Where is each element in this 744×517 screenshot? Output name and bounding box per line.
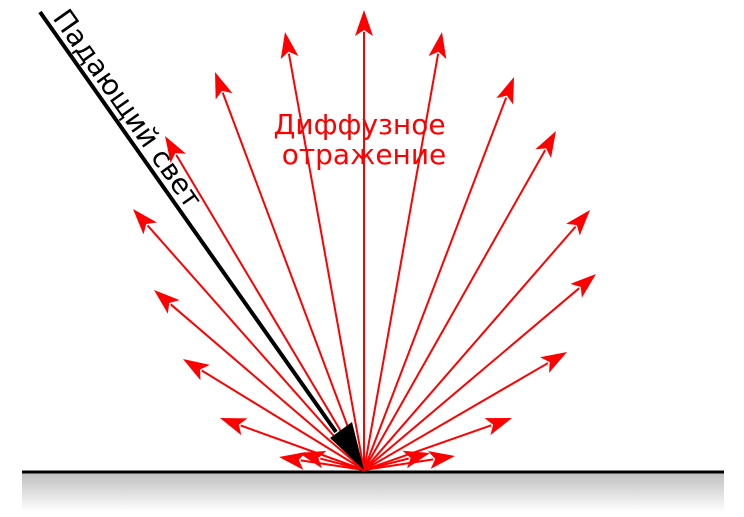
incident-light-label: Падающий свет [46,3,209,214]
reflected-ray-line [363,225,577,471]
reflected-ray-line [363,53,440,471]
reflected-ray-arrowhead [183,359,210,381]
diffuse-reflection-label: Диффузное отражение [274,108,455,171]
reflected-ray-arrowhead [154,290,180,314]
reflected-ray-line [221,92,365,471]
reflected-ray-arrowhead [535,131,556,159]
reflected-ray-line [170,303,365,471]
reflected-ray-line [363,149,547,471]
incident-ray [38,10,364,470]
reflected-ray-arrowhead [566,210,590,236]
reflected-ray-line [363,362,549,471]
reflected-ray-arrowhead [165,136,187,163]
reflected-ray-arrowhead [220,418,248,436]
reflected-ray-line [201,369,365,471]
reflected-ray-line [146,224,365,471]
reflected-ray-arrowhead [215,72,233,100]
reflected-ray-arrowhead [299,450,327,469]
reflected-ray-arrowhead [279,452,307,470]
reflected-ray-arrowhead [427,451,455,469]
reflected-ray-arrowhead [280,32,299,60]
reflected-ray-arrowhead [133,209,157,235]
reflected-rays [133,10,596,471]
reflected-ray-arrowhead [539,352,567,373]
reflected-ray-arrowhead [484,418,512,436]
reflected-ray-line [363,424,492,471]
reflected-ray-arrowhead [428,32,447,60]
reflected-ray-arrowhead [496,77,514,105]
reflected-ray-line [240,424,365,471]
reflected-ray-line [363,287,580,471]
diffuse-reflection-label-line1: Диффузное [274,108,446,141]
surface-shading [22,472,724,512]
reflected-ray-line [287,53,365,471]
reflected-ray-arrowhead [355,10,373,36]
reflected-ray-arrowhead [570,274,596,298]
reflected-ray-line [300,459,365,471]
reflected-ray-line [175,154,365,471]
reflected-ray-line [363,458,434,471]
reflected-ray-line [363,97,508,471]
diffuse-reflection-label-line2: отражение [282,138,447,171]
